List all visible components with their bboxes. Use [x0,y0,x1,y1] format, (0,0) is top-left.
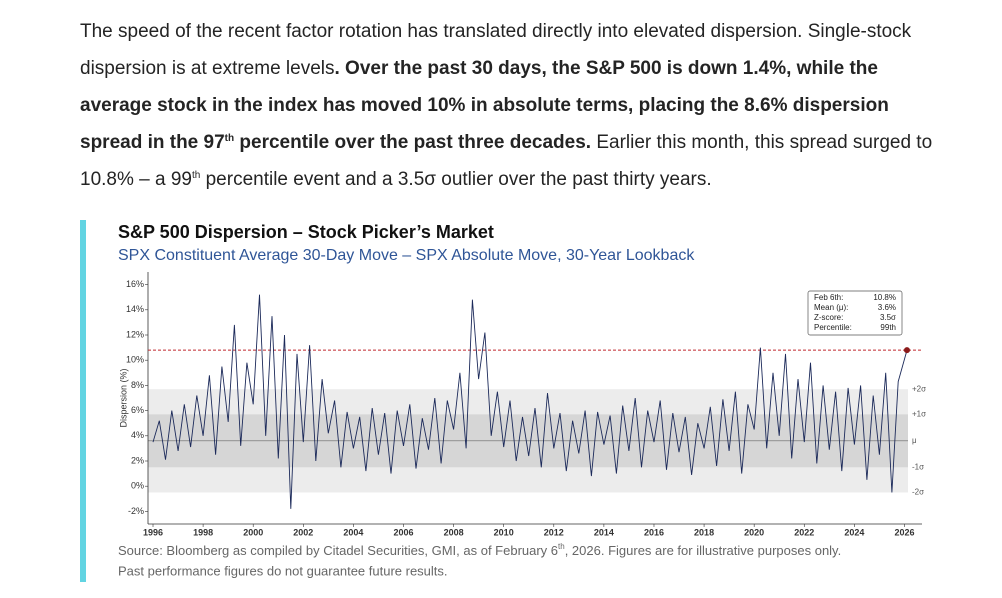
info-value: 99th [880,323,896,332]
source-note: Source: Bloomberg as compiled by Citadel… [118,542,841,558]
info-value: 3.5σ [880,313,896,322]
text: Earlier this month, this spread surged t… [80,132,933,190]
latest-point [903,347,910,354]
x-tick-label: 2026 [894,527,914,537]
source-text: Source: Bloomberg as compiled by Citadel… [118,543,558,558]
x-tick-label: 2024 [844,527,864,537]
source-text: , 2026. Figures are for illustrative pur… [565,543,842,558]
y-axis-label: Dispersion (%) [118,368,128,427]
x-tick-label: 1996 [143,527,163,537]
y-tick-label: -2% [128,506,144,516]
chart-title: S&P 500 Dispersion – Stock Picker’s Mark… [118,222,494,242]
superscript: th [191,170,201,181]
y-tick-label: 8% [131,380,144,390]
info-box [807,290,903,336]
superscript: th [224,133,235,144]
bold-text: . Over the past 30 days, the S&P 500 is … [80,58,889,153]
x-tick-label: 2002 [293,527,313,537]
y-tick-label: 4% [131,430,144,440]
info-label: Mean (μ): [814,303,848,312]
x-tick-label: 2010 [494,527,514,537]
sigma-label: +2σ [912,384,926,393]
info-label: Percentile: [814,323,852,332]
quote-bar [80,220,86,582]
series-line [152,294,908,509]
info-label: Feb 6th: [814,293,843,302]
chart-subtitle: SPX Constituent Average 30-Day Move – SP… [118,247,695,264]
info-value: 3.6% [878,303,896,312]
x-tick-label: 2008 [444,527,464,537]
y-tick-label: 14% [126,304,144,314]
x-tick-label: 1998 [193,527,213,537]
x-tick-label: 2022 [794,527,814,537]
x-tick-label: 2000 [243,527,263,537]
sigma-label: -1σ [912,462,924,471]
info-value: 10.8% [873,293,896,302]
x-tick-label: 2020 [744,527,764,537]
sigma-label: μ [912,436,917,445]
x-tick-label: 2004 [343,527,363,537]
superscript: th [558,542,565,551]
sigma-label: -2σ [912,488,924,497]
text: The speed of the recent factor rotation … [80,21,912,79]
text: percentile event and a 3.5σ outlier over… [200,169,712,190]
x-tick-label: 2018 [694,527,714,537]
x-tick-label: 2006 [393,527,413,537]
y-tick-label: 0% [131,481,144,491]
sigma-label: +1σ [912,409,926,418]
y-tick-label: 16% [126,279,144,289]
y-tick-label: 2% [131,455,144,465]
article-paragraph: The speed of the recent factor rotation … [80,13,950,198]
bold-text: percentile over the past three decades. [234,132,592,153]
x-tick-label: 2012 [544,527,564,537]
x-tick-label: 2016 [644,527,664,537]
info-label: Z-score: [814,313,843,322]
y-tick-label: 6% [131,405,144,415]
y-tick-label: 10% [126,355,144,365]
x-tick-label: 2014 [594,527,614,537]
y-tick-label: 12% [126,329,144,339]
source-note: Past performance figures do not guarante… [118,563,448,578]
